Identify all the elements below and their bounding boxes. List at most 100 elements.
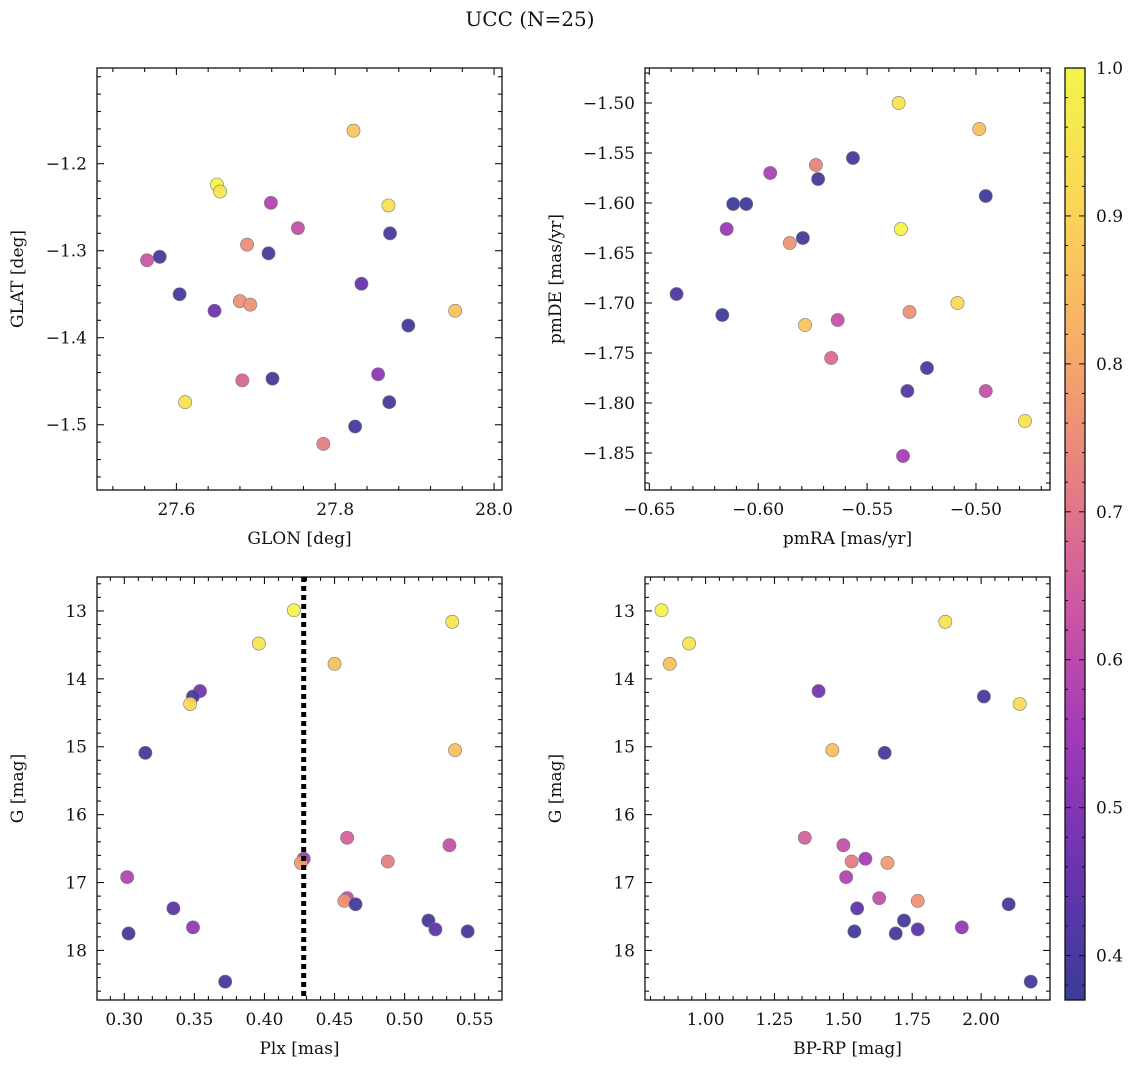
data-point xyxy=(264,195,278,210)
y-axis-label: pmDE [mas/yr] xyxy=(546,214,566,344)
y-tick-label: −1.3 xyxy=(46,242,87,262)
scatter-panel-2: −0.65 −0.60 −0.55 −0.50 −1.50 −1.55 −1.60 −1.65… xyxy=(546,67,1051,549)
colorbar-tick-label: 0.7 xyxy=(1096,503,1123,523)
data-point xyxy=(138,745,153,760)
data-point xyxy=(893,222,908,236)
plot-frame xyxy=(644,576,1051,1001)
y-tick-label: 15 xyxy=(613,738,635,758)
colorbar-tick-label: 0.9 xyxy=(1096,207,1123,227)
y-tick-label: 17 xyxy=(613,874,635,894)
x-tick-label: 0.45 xyxy=(316,1010,354,1030)
data-point xyxy=(251,636,266,651)
data-point xyxy=(442,838,457,853)
colorbar: 0.4 0.5 0.6 0.7 0.8 0.9 1.0 xyxy=(1064,59,1123,1001)
figure-title: UCC (N=25) xyxy=(465,7,594,31)
data-point xyxy=(380,854,395,869)
data-point xyxy=(327,657,342,671)
x-tick-label: 1.25 xyxy=(756,1010,794,1030)
data-point xyxy=(880,855,895,870)
x-tick-label: −0.50 xyxy=(950,500,1002,520)
data-point xyxy=(428,922,443,937)
data-point xyxy=(824,351,839,365)
data-point xyxy=(891,96,906,110)
colorbar-tick-label: 1.0 xyxy=(1096,59,1123,79)
data-point xyxy=(243,297,258,312)
y-tick-label: 15 xyxy=(65,738,87,758)
x-tick-label: 1.75 xyxy=(893,1010,931,1030)
x-tick-label: 27.8 xyxy=(316,500,354,520)
y-axis-label: G [mag] xyxy=(8,754,28,823)
data-point xyxy=(381,198,396,213)
data-point xyxy=(340,830,355,845)
data-point xyxy=(1001,897,1016,912)
data-point xyxy=(839,870,854,885)
data-point xyxy=(872,891,887,906)
data-point xyxy=(719,222,734,236)
data-point xyxy=(261,246,276,261)
y-tick-label: 18 xyxy=(613,941,635,961)
data-point xyxy=(140,253,154,268)
plot-frame xyxy=(644,67,1051,491)
data-point xyxy=(811,684,826,698)
data-point xyxy=(382,395,397,410)
x-tick-label: 28.0 xyxy=(475,500,513,520)
y-axis-label: G [mag] xyxy=(546,754,566,823)
x-tick-label: 0.40 xyxy=(246,1010,284,1030)
data-point xyxy=(1023,974,1038,989)
data-point xyxy=(858,851,873,866)
data-point xyxy=(448,303,463,318)
data-point xyxy=(401,318,416,333)
x-tick-label: 0.55 xyxy=(456,1010,494,1030)
data-point xyxy=(152,249,167,264)
data-point xyxy=(850,901,865,916)
data-point xyxy=(286,603,301,618)
data-point xyxy=(972,122,987,136)
data-point xyxy=(460,924,475,939)
y-tick-label: −1.55 xyxy=(583,144,635,164)
data-point xyxy=(847,924,862,939)
data-point xyxy=(910,922,925,937)
data-point xyxy=(654,603,669,618)
data-point xyxy=(354,276,369,291)
data-point xyxy=(662,657,677,671)
data-point xyxy=(798,318,812,332)
y-tick-label: −1.5 xyxy=(46,416,87,436)
scatter-panel-1: 27.6 27.8 28.0 −1.2 −1.3 −1.4 −1.5 GLON [deg] GL… xyxy=(8,67,513,549)
data-point xyxy=(877,745,892,760)
data-point xyxy=(166,901,181,916)
data-point xyxy=(897,913,911,928)
data-point xyxy=(291,221,305,235)
data-point xyxy=(726,197,741,211)
x-tick-label: −0.60 xyxy=(732,500,784,520)
data-point xyxy=(346,123,361,138)
data-point xyxy=(976,689,991,704)
data-point xyxy=(383,226,397,241)
data-point xyxy=(669,287,684,301)
data-point xyxy=(910,893,925,908)
data-point xyxy=(715,308,730,322)
colorbar-tick-label: 0.8 xyxy=(1096,355,1123,375)
x-axis-label: pmRA [mas/yr] xyxy=(783,529,912,549)
y-tick-label: 16 xyxy=(613,806,635,826)
data-point xyxy=(830,313,845,327)
data-point xyxy=(218,974,233,989)
y-tick-label: −1.4 xyxy=(46,329,87,349)
data-point xyxy=(809,158,823,172)
data-point xyxy=(888,926,903,941)
x-tick-label: −0.65 xyxy=(623,500,675,520)
scatter-panels: 27.6 27.8 28.0 −1.2 −1.3 −1.4 −1.5 GLON [deg] GL… xyxy=(8,67,1051,1059)
x-axis-label: BP-RP [mag] xyxy=(793,1039,902,1059)
scatter-panel-3: 0.30 0.35 0.40 0.45 0.50 0.55 13 14 15 16 17 18 Plx … xyxy=(8,576,503,1059)
x-tick-label: 0.50 xyxy=(386,1010,424,1030)
data-point xyxy=(682,636,696,651)
data-point xyxy=(235,373,250,388)
x-tick-label: 1.50 xyxy=(824,1010,862,1030)
data-point xyxy=(448,743,462,758)
x-tick-label: 2.00 xyxy=(962,1010,1000,1030)
data-point xyxy=(183,697,198,711)
y-tick-label: −1.75 xyxy=(583,344,635,364)
y-tick-label: 18 xyxy=(65,941,87,961)
plot-frame xyxy=(96,67,503,491)
data-point xyxy=(920,361,934,375)
y-tick-label: −1.50 xyxy=(583,94,635,114)
